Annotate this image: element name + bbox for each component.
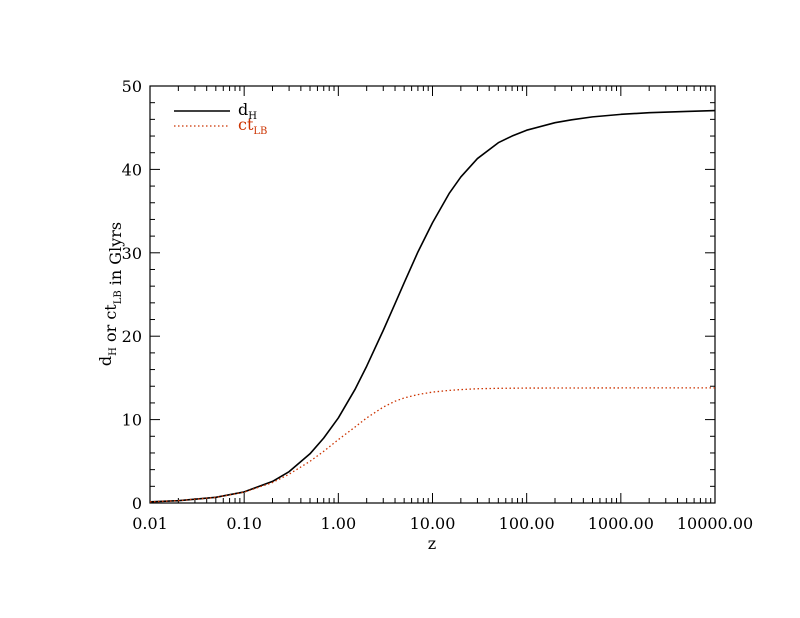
x-tick-label: 1000.00 [588,514,654,533]
y-axis-label: dH or ctLB in Glyrs [96,222,125,366]
legend-label: dH [238,100,257,122]
y-tick-label: 30 [122,244,142,263]
y-tick-label: 0 [132,494,142,513]
x-tick-label: 1.00 [321,514,357,533]
series-line-dH [149,109,716,503]
y-tick-label: 20 [122,327,142,346]
y-tick-label: 40 [122,160,142,179]
x-axis-ticks: 0.01 0.10 1.00 10.00 100.00 1000.00 10000.00 [132,86,753,533]
y-tick-label: 10 [122,411,142,430]
x-tick-label: 0.10 [226,514,262,533]
x-tick-label: 0.01 [132,514,168,533]
series-line-ctLB [149,387,715,503]
plot-frame [149,85,716,504]
series-layer [149,109,716,503]
x-tick-label: 10000.00 [677,514,753,533]
y-axis-ticks: 0 10 20 30 40 50 [122,77,715,513]
legend-label: ctLB [238,115,267,137]
x-axis-label: z [428,534,436,553]
x-tick-label: 10.00 [410,514,456,533]
y-tick-label: 50 [122,77,142,96]
x-tick-label: 100.00 [499,514,555,533]
